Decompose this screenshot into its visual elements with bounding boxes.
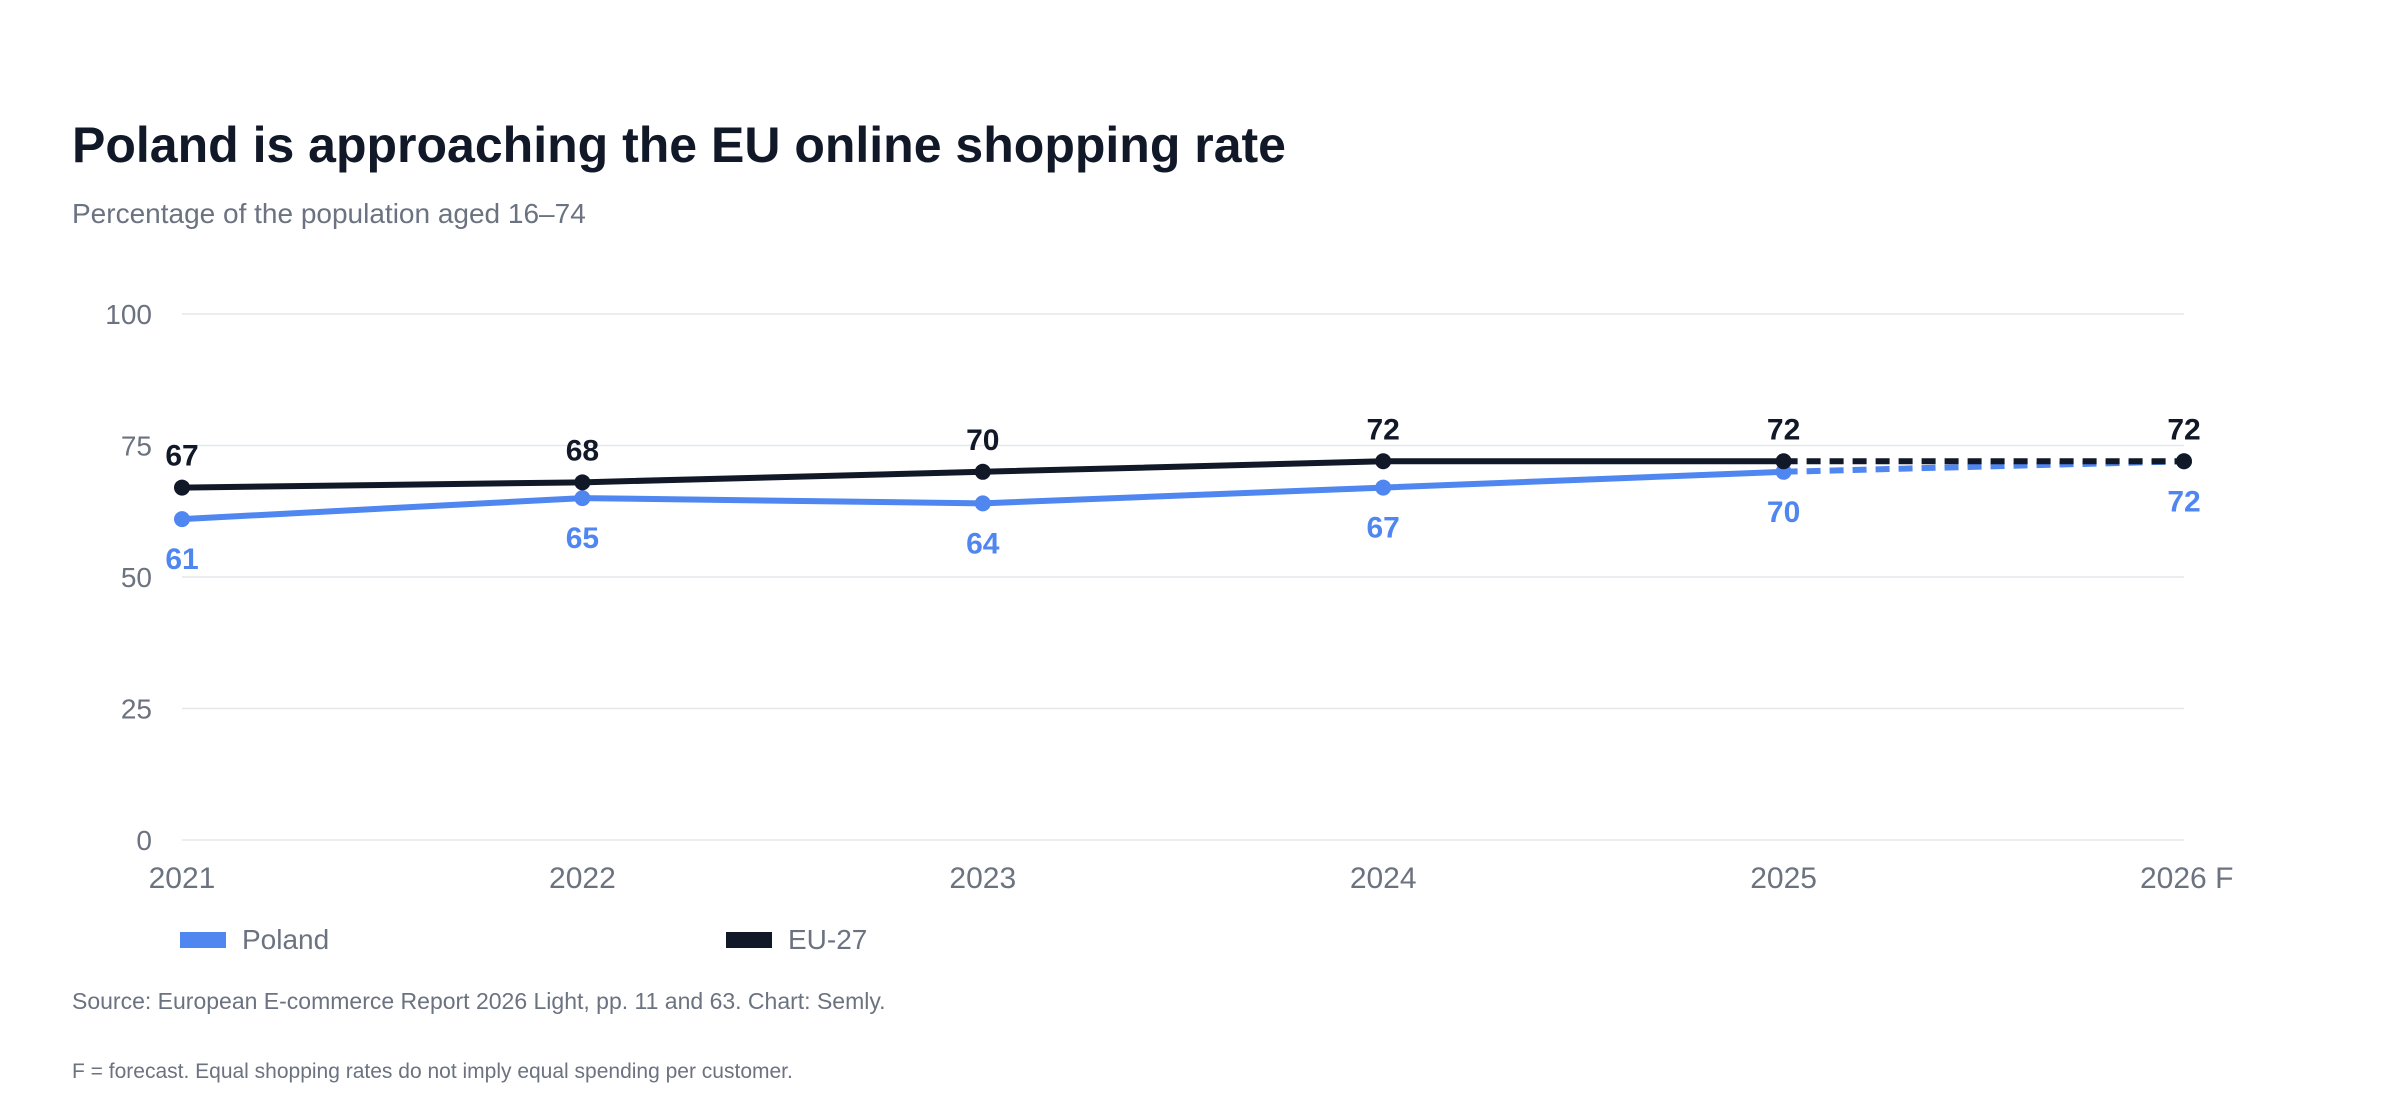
data-point-poland: [974, 495, 991, 512]
data-label-eu27: 68: [566, 434, 599, 467]
data-label-eu27: 67: [165, 440, 198, 473]
forecast-footnote: F = forecast. Equal shopping rates do no…: [72, 1060, 793, 1083]
legend-swatch-eu27: [726, 932, 772, 948]
data-point-eu27: [574, 474, 591, 491]
x-tick-label: 2024: [1350, 862, 1417, 895]
data-point-poland: [1375, 479, 1392, 496]
data-point-eu27: [2176, 453, 2192, 470]
data-point-poland: [174, 511, 190, 528]
data-point-eu27: [1775, 453, 1792, 470]
data-point-eu27: [1375, 453, 1392, 470]
data-label-eu27: 70: [966, 424, 999, 457]
y-tick-label: 25: [121, 694, 152, 725]
legend-label-poland: Poland: [242, 924, 330, 955]
line-chart: 0 25 50 75 100 2021 2022 2023 2024 2025 2026 F 61…: [105, 299, 2234, 895]
x-tick-label: 2025: [1750, 862, 1817, 895]
y-axis-ticks: 0 25 50 75 100: [105, 299, 152, 856]
x-tick-label: 2022: [549, 862, 616, 895]
legend-item-poland: Poland: [180, 924, 329, 956]
y-tick-label: 100: [105, 299, 152, 330]
y-tick-label: 50: [121, 562, 152, 593]
y-tick-label: 75: [121, 431, 152, 462]
data-label-eu27: 72: [1767, 413, 1800, 446]
data-label-poland: 70: [1767, 496, 1800, 529]
data-label-poland: 65: [566, 522, 599, 555]
x-tick-label: 2023: [949, 862, 1016, 895]
x-tick-label: 2021: [149, 862, 216, 895]
legend-label-eu27: EU-27: [788, 924, 868, 955]
data-point-eu27: [974, 463, 991, 480]
grid-lines: [182, 313, 2184, 841]
data-label-eu27: 72: [2167, 413, 2200, 446]
data-label-eu27: 72: [1367, 413, 1400, 446]
legend-swatch-poland: [180, 932, 226, 948]
legend-item-eu27: EU-27: [726, 924, 867, 956]
y-tick-label: 0: [136, 825, 152, 856]
data-point-eu27: [174, 479, 190, 496]
data-label-poland: 67: [1367, 512, 1400, 545]
data-label-poland: 72: [2167, 485, 2200, 518]
x-axis-ticks: 2021 2022 2023 2024 2025 2026 F: [149, 862, 2234, 895]
x-tick-label: 2026 F: [2140, 862, 2233, 895]
source-note: Source: European E-commerce Report 2026 …: [72, 988, 886, 1014]
data-label-poland: 64: [966, 527, 1000, 560]
series-lines: [174, 453, 2192, 528]
forecast-line-poland: [1783, 458, 2185, 475]
data-labels: 61 65 64 67 70 72 67 68 70 72 72 72: [165, 413, 2200, 576]
data-point-poland: [574, 490, 591, 507]
chart-subtitle: Percentage of the population aged 16–74: [72, 198, 586, 229]
data-label-poland: 61: [165, 543, 198, 576]
chart-title: Poland is approaching the EU online shop…: [72, 117, 1286, 173]
